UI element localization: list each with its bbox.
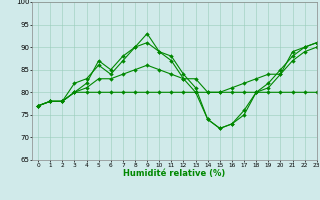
X-axis label: Humidité relative (%): Humidité relative (%) <box>123 169 226 178</box>
